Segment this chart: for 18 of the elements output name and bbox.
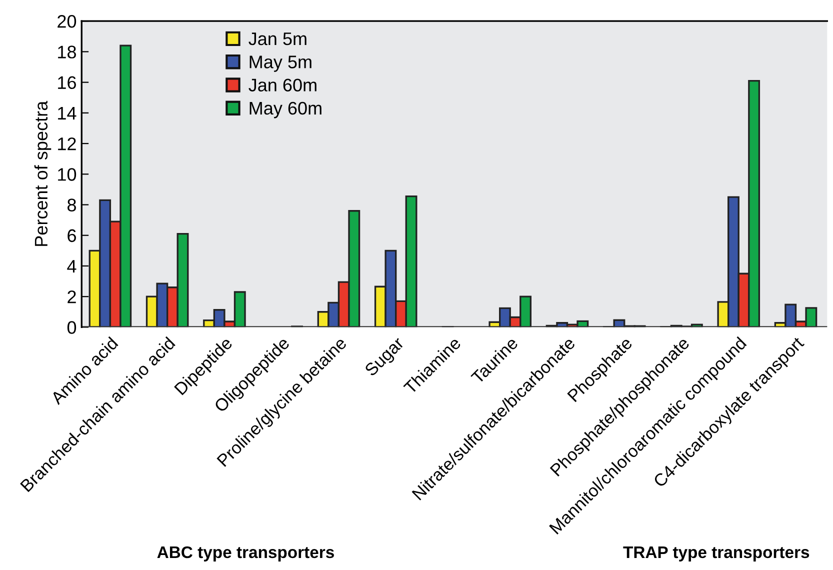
legend-label: May 5m <box>250 56 312 72</box>
y-tick-label: 12 <box>58 137 76 150</box>
y-tick-label: 16 <box>58 76 76 90</box>
y-tick-label: 18 <box>58 46 76 58</box>
legend-label: Jan 60m <box>248 78 316 92</box>
y-axis-title: Percent of spectra <box>34 100 52 246</box>
y-tick-label: 10 <box>58 168 76 181</box>
y-tick-label: 6 <box>68 229 76 242</box>
y-tick-label: 8 <box>68 198 76 212</box>
y-tick-label: 2 <box>68 290 76 304</box>
text: ABC type transporters <box>157 546 334 562</box>
y-tick-label: 20 <box>58 15 76 28</box>
legend-label: May 60m <box>250 102 322 118</box>
text: TRAP type transporters <box>623 546 810 562</box>
y-tick-label: 14 <box>58 107 76 120</box>
y-tick-label: 0 <box>67 321 76 334</box>
y-tick-label: 4 <box>67 260 76 273</box>
legend-label: Jan 5m <box>248 32 306 46</box>
